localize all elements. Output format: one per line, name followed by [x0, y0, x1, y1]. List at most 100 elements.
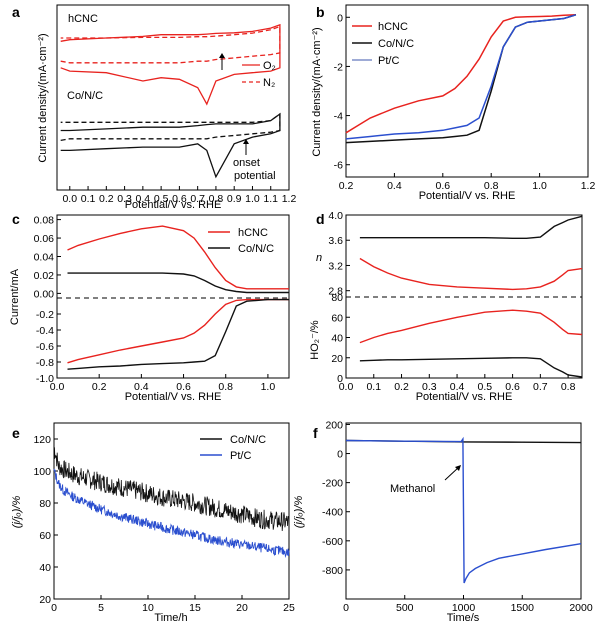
panel-d-xtick-label: 0.6 [505, 381, 520, 393]
panel-d-bottom-ytick-label: 20 [331, 353, 343, 365]
panel-c-xtick-label: 0.0 [50, 381, 65, 393]
panel-a-x-ticks: 0.0 0.1 0.2 0.3 0.4 0.5 0.6 0.7 0.8 0.9 1.0 1.1 1.2 [62, 186, 296, 205]
panel-f-xtick-label: 1500 [511, 602, 535, 614]
panel-a-xtick-label: 0.2 [99, 193, 114, 205]
panel-a-annotation-onset: onset [233, 157, 260, 169]
panel-b-xtick-label: 1.0 [532, 180, 547, 192]
panel-c-top-ytick-label: 0.08 [34, 215, 55, 227]
panel-d-xtick-label: 0.2 [394, 381, 409, 393]
panel-d-bottom-ytick-label: 60 [331, 312, 343, 324]
panel-c-ylabel: Current/mA [9, 268, 21, 325]
panel-f-xlabel: Time/s [447, 612, 480, 624]
panel-b-legend-ptc: Pt/C [378, 55, 399, 67]
panel-c-legend-conc: Co/N/C [238, 243, 274, 255]
panel-d-xtick-label: 0.0 [339, 381, 354, 393]
panel-f-xtick-label: 0 [343, 602, 349, 614]
panel-d-bottom-ytick-label: 80 [331, 292, 343, 304]
panel-d-ticks: 0.0 0.1 0.2 0.3 0.4 0.5 0.6 0.7 0.8 4.0 3.6 3.2 2.88… [328, 210, 575, 393]
panel-c-lines [67, 225, 289, 370]
panel-d-bottom-ytick-label: 40 [331, 333, 343, 345]
panel-c-bottom-ytick-label: -0.4 [36, 325, 54, 337]
panel-b-ylabel: Current density/(mA·cm⁻²) [311, 27, 323, 156]
panel-a-xtick-label: 1.2 [282, 193, 297, 205]
panel-a-legend-o2: O₂ [263, 60, 276, 72]
panel-a-xtick-label: 0.7 [190, 193, 205, 205]
panel-f-lines [345, 436, 582, 584]
panel-a-xtick-label: 0.4 [136, 193, 151, 205]
panel-a-frame [56, 4, 290, 191]
panel-e-line-conc [53, 446, 290, 532]
panel-f-ytick-label: 0 [337, 449, 343, 461]
panel-f-ytick-label: -200 [322, 478, 343, 490]
panel-d-ylabel-n: n [316, 252, 322, 264]
panel-b-xtick-label: 0.8 [484, 180, 499, 192]
panel-f-xtick-label: 2000 [569, 602, 593, 614]
panel-a-annotation-potential: potential [234, 170, 276, 182]
panel-e-lines [53, 446, 290, 559]
panel-f-xtick-label: 1000 [452, 602, 476, 614]
panel-e-ytick-label: 120 [33, 434, 51, 446]
panel-d-bottom-ytick-label: 0 [337, 373, 343, 385]
panel-d-xlabel: Potential/V vs. RHE [416, 391, 513, 403]
panel-a-legend-n2: N₂ [263, 77, 275, 89]
panel-a-xtick-label: 0.8 [209, 193, 224, 205]
panel-label-c: c [12, 211, 20, 227]
panel-c-xtick-label: 0.8 [218, 381, 233, 393]
panel-a-xtick-label: 0.3 [117, 193, 132, 205]
panel-f-line-Pt/C [345, 436, 582, 584]
panel-a-xtick-label: 0.6 [172, 193, 187, 205]
panel-label-e: e [12, 425, 20, 441]
panel-b-line-Pt/C [345, 14, 577, 140]
panel-b-ticks: 0.2 0.4 0.6 0.8 1.0 1.2 0 -2 -4 -6 [334, 12, 596, 192]
panel-b-ytick-label: -4 [334, 111, 343, 123]
panel-e-ytick-label: 20 [39, 594, 51, 606]
panel-f-arrow-head [455, 465, 461, 471]
panel-c-frame [56, 214, 290, 379]
panel-d-top-ytick-label: 3.2 [328, 260, 343, 272]
panel-b-line-Co/N/C [345, 14, 577, 144]
panel-c-bottom-ytick-label: -1.0 [36, 373, 54, 385]
panel-c-bottom-ytick-label: -0.8 [36, 357, 54, 369]
panel-c-top-ytick-label: 0.04 [34, 252, 55, 264]
panel-f-xtick-label: 500 [396, 602, 414, 614]
panel-a-arrow-onset-head [243, 139, 249, 144]
panel-d-xtick-label: 0.8 [561, 381, 576, 393]
panel-e-xtick-label: 5 [98, 602, 104, 614]
panel-d-xtick-label: 0.7 [533, 381, 548, 393]
panel-e-ytick-label: 80 [39, 498, 51, 510]
panel-a-cv-1 [60, 25, 281, 64]
panel-a-lines [60, 23, 281, 179]
panel-d-top-ytick-label: 4.0 [328, 210, 343, 222]
panel-a-text-conc: Co/N/C [67, 90, 103, 102]
panel-c-bottom-ytick-label: -0.2 [36, 309, 54, 321]
panel-c-disk-Co/N/C [67, 298, 289, 370]
panel-c-ring-Co/N/C [67, 272, 289, 294]
panel-e-xtick-label: 25 [283, 602, 295, 614]
panel-e-ylabel: (j/jₒ)/% [11, 496, 23, 529]
panel-d-ho2-Co/N/C [359, 357, 583, 378]
panel-d-lines [359, 215, 583, 378]
panel-b-frame [345, 4, 589, 178]
panel-c-top-ytick-label: 0.02 [34, 270, 55, 282]
panel-a-xtick-label: 0.1 [81, 193, 96, 205]
panel-label-a: a [12, 4, 20, 20]
panel-c-ticks: 0.0 0.2 0.4 0.6 0.8 1.0 0.08 0.06 0.04 0.02 0.00 -0… [34, 215, 276, 393]
panel-f-ytick-label: -800 [322, 565, 343, 577]
panel-b-xlabel: Potential/V vs. RHE [419, 190, 516, 202]
panel-e-ticks: 0 5 10 15 20 25 120 100 80 60 40 20 [33, 434, 295, 614]
panel-f-arrow [444, 466, 460, 481]
panel-a-xlabel: Potential/V vs. RHE [125, 199, 222, 211]
panel-d-xtick-label: 0.1 [366, 381, 381, 393]
panel-b-line-hCNC [345, 14, 576, 134]
panel-e-xtick-label: 10 [142, 602, 154, 614]
panel-f-ytick-label: -600 [322, 536, 343, 548]
panel-c-xlabel: Potential/V vs. RHE [125, 391, 222, 403]
panel-e-ytick-label: 60 [39, 530, 51, 542]
panel-c-xtick-label: 1.0 [261, 381, 276, 393]
panel-e-xtick-label: 20 [236, 602, 248, 614]
panel-b-ytick-label: 0 [337, 12, 343, 24]
panel-b-legend-hcnc: hCNC [378, 21, 408, 33]
panel-c-top-ytick-label: 0.00 [34, 288, 55, 300]
panel-d-xtick-label: 0.3 [422, 381, 437, 393]
